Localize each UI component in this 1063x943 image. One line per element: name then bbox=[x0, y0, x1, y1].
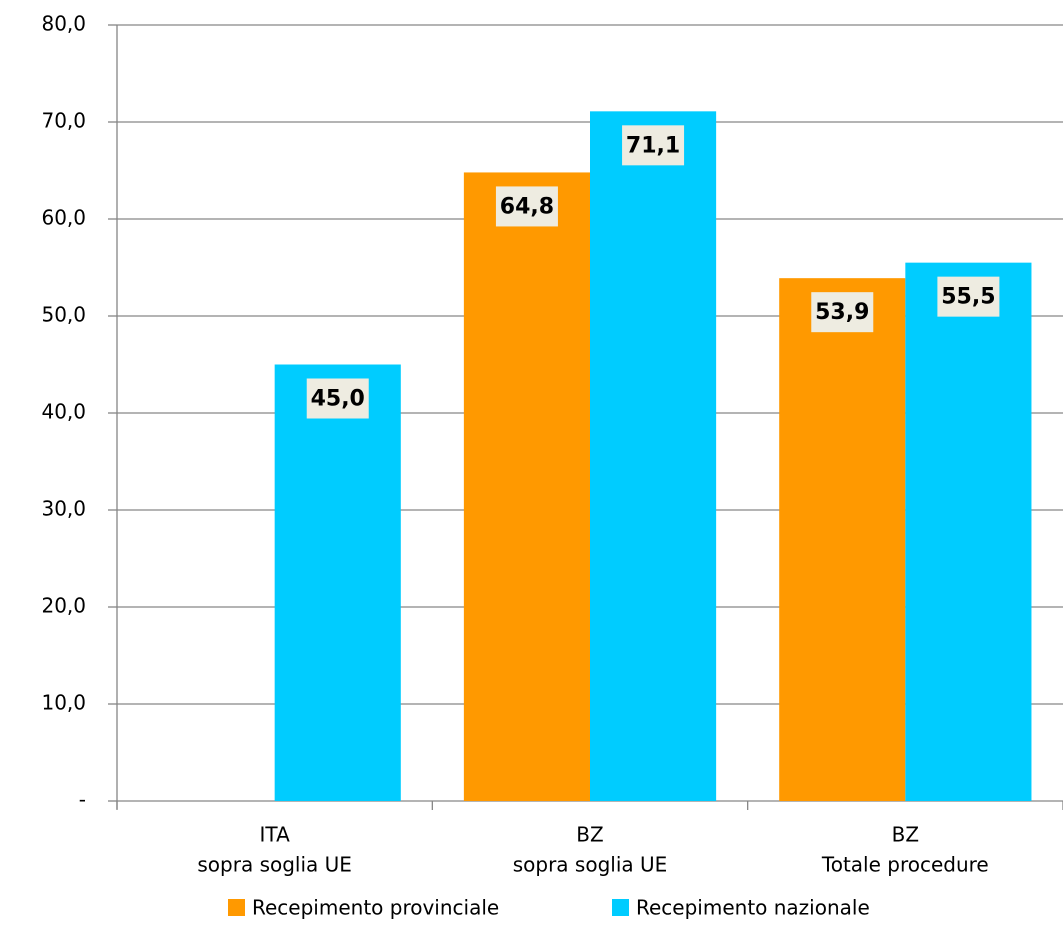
y-tick-label: 20,0 bbox=[41, 594, 86, 618]
x-tick-label: ITA bbox=[260, 823, 291, 847]
y-tick-label: 10,0 bbox=[41, 691, 86, 715]
x-tick-label: Totale procedure bbox=[821, 853, 989, 877]
value-label-bg bbox=[495, 186, 558, 227]
value-label: 71,1 bbox=[626, 133, 680, 158]
bar bbox=[590, 111, 717, 801]
y-tick-label: 40,0 bbox=[41, 400, 86, 424]
y-tick-label: 70,0 bbox=[41, 109, 86, 133]
y-tick-label: 80,0 bbox=[41, 12, 86, 36]
value-label: 64,8 bbox=[500, 194, 554, 219]
value-label-bg bbox=[811, 292, 874, 333]
x-tick-label: BZ bbox=[892, 823, 919, 847]
value-label: 55,5 bbox=[941, 285, 995, 310]
y-tick-label: - bbox=[79, 788, 86, 812]
legend-label: Recepimento nazionale bbox=[636, 896, 870, 920]
value-label-bg bbox=[937, 276, 1000, 317]
bar bbox=[779, 278, 906, 801]
value-label-bg bbox=[306, 378, 369, 419]
y-tick-label: 60,0 bbox=[41, 206, 86, 230]
y-tick-label: 30,0 bbox=[41, 497, 86, 521]
x-tick-label: BZ bbox=[576, 823, 603, 847]
value-label-bg bbox=[622, 125, 685, 166]
bar bbox=[274, 364, 401, 801]
legend-swatch bbox=[228, 899, 245, 916]
legend-swatch bbox=[612, 899, 629, 916]
bar bbox=[463, 172, 590, 801]
value-label: 45,0 bbox=[311, 387, 365, 412]
y-tick-label: 50,0 bbox=[41, 303, 86, 327]
bar bbox=[905, 262, 1032, 801]
legend-label: Recepimento provinciale bbox=[252, 896, 499, 920]
x-tick-label: sopra soglia UE bbox=[513, 853, 668, 877]
x-tick-label: sopra soglia UE bbox=[197, 853, 352, 877]
value-label: 53,9 bbox=[815, 300, 869, 325]
